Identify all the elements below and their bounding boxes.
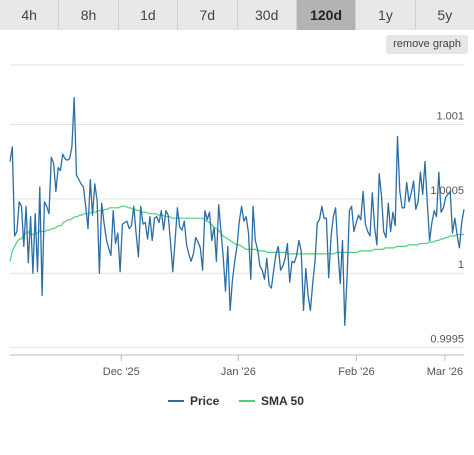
x-tick-label: Jan '26 <box>221 366 256 378</box>
y-tick-label: 1.0005 <box>430 185 464 197</box>
tab-4h[interactable]: 4h <box>0 0 60 30</box>
x-tick-label: Mar '26 <box>427 366 463 378</box>
remove-graph-button[interactable]: remove graph <box>386 35 468 54</box>
y-tick-label: 0.9995 <box>430 334 464 346</box>
tab-120d[interactable]: 120d <box>296 0 357 30</box>
x-tick-label: Dec '25 <box>103 366 140 378</box>
tab-7d[interactable]: 7d <box>178 0 238 30</box>
legend-price-label: Price <box>190 394 220 408</box>
y-tick-label: 1.001 <box>436 110 464 122</box>
tab-5y[interactable]: 5y <box>415 0 474 30</box>
tab-1d[interactable]: 1d <box>118 0 179 30</box>
tab-1y[interactable]: 1y <box>356 0 416 30</box>
x-tick-label: Feb '26 <box>338 366 374 378</box>
timeframe-tabs: 4h 8h 1d 7d 30d 120d 1y 5y <box>0 0 474 30</box>
tab-30d[interactable]: 30d <box>237 0 297 30</box>
legend-sma50-label: SMA 50 <box>261 394 304 408</box>
y-tick-label: 1 <box>458 259 464 271</box>
tab-8h[interactable]: 8h <box>59 0 119 30</box>
price-series-line <box>9 97 465 326</box>
